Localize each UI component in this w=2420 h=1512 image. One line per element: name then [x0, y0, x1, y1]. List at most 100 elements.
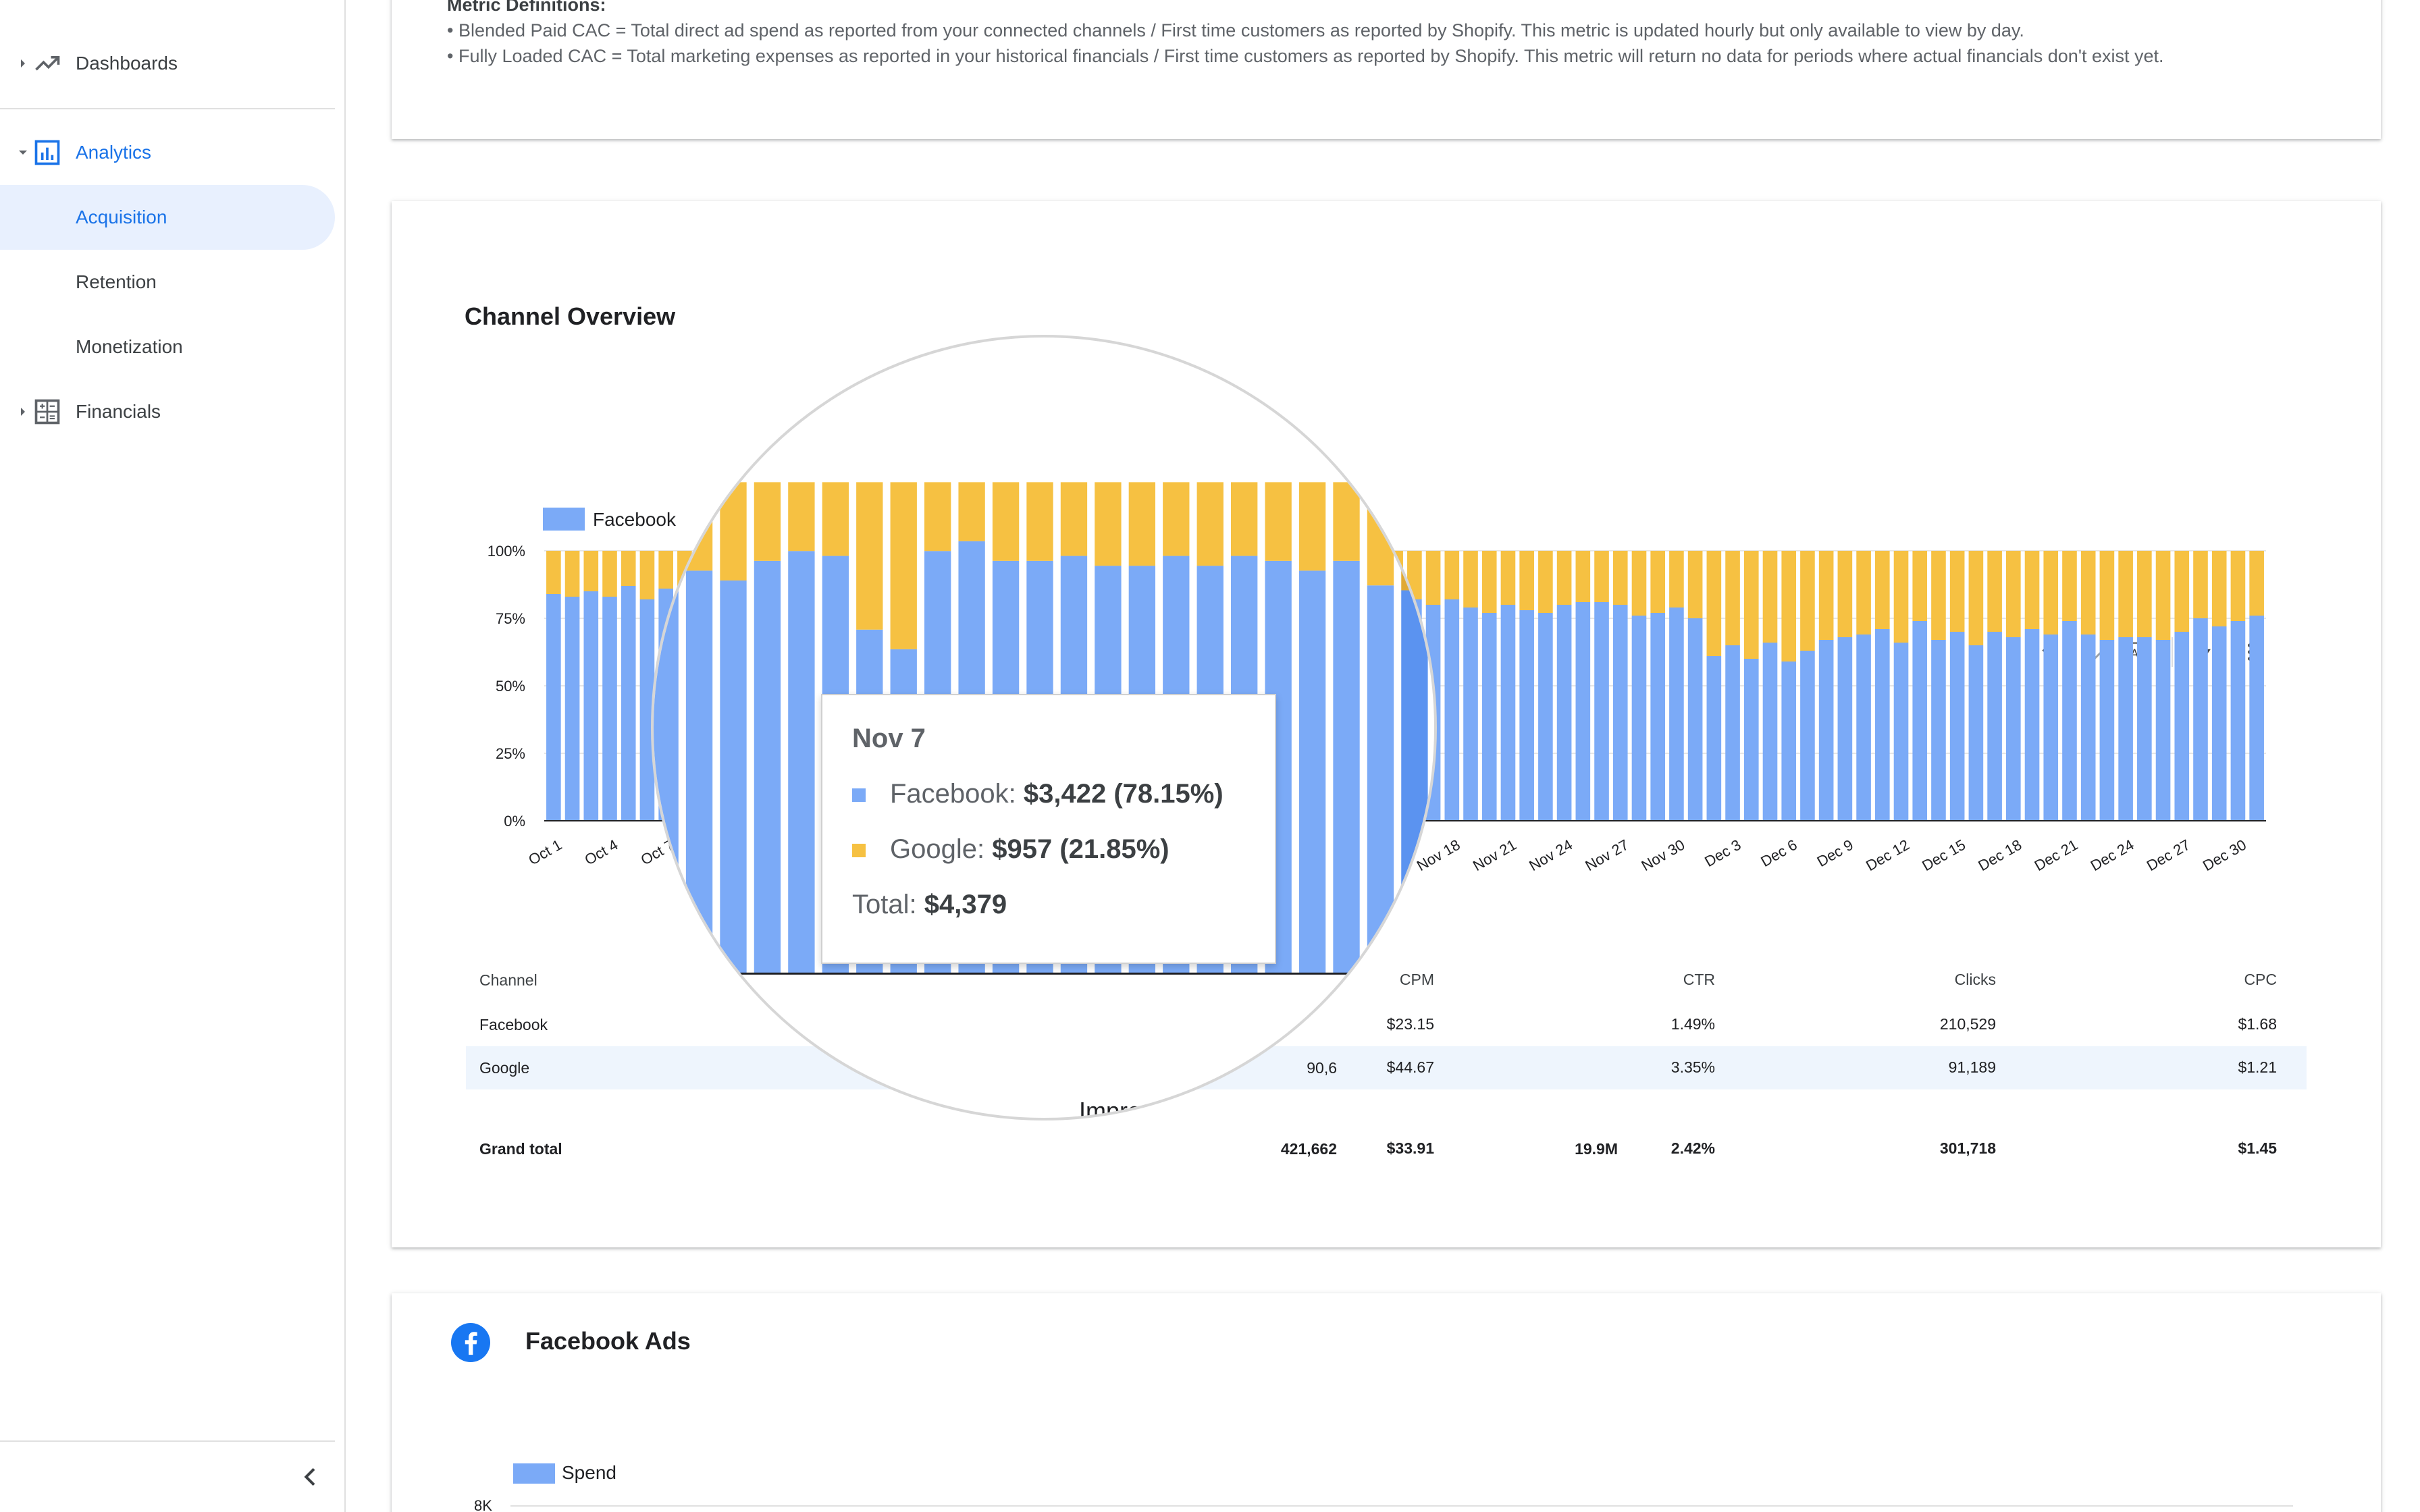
magnified-bar-google: [1026, 482, 1053, 561]
bar-google: [1538, 551, 1553, 613]
bar-google: [1500, 551, 1516, 605]
bar-facebook: [1706, 656, 1722, 821]
x-tick-label: Nov 18: [1414, 836, 1463, 875]
x-tick-label: Dec 6: [1758, 836, 1799, 870]
bar-google: [2230, 551, 2246, 621]
cell-cpc: $1.21: [2238, 1058, 2277, 1076]
bar-google: [1725, 551, 1740, 645]
cell-impressions: 90,6: [1307, 1059, 1337, 1077]
bar-google: [2062, 551, 2077, 621]
toolbar-separator: [2172, 637, 2173, 667]
cell-grand-total-label: Grand total: [479, 1140, 562, 1158]
bar-google: [621, 551, 636, 586]
bar-facebook: [1631, 616, 1647, 821]
legend-swatch-spend: [513, 1463, 555, 1484]
bar-google: [1949, 551, 1965, 632]
bar-google: [2249, 551, 2264, 616]
bar-facebook: [2211, 626, 2227, 821]
caret-right-icon[interactable]: [16, 405, 30, 418]
x-tick-label: Dec 21: [2032, 836, 2081, 875]
bar-facebook: [1818, 640, 1834, 821]
x-tick-label: Dec 15: [1919, 836, 1968, 875]
sidebar-item-retention[interactable]: Retention: [0, 250, 335, 315]
bar-facebook: [583, 591, 599, 821]
sidebar-item-dashboards[interactable]: Dashboards: [0, 31, 335, 96]
bar-facebook: [1612, 605, 1628, 821]
bar-facebook: [1481, 613, 1497, 821]
bar-facebook: [1762, 643, 1778, 821]
bar-facebook: [1725, 645, 1740, 821]
x-tick-label: Dec 30: [2200, 836, 2249, 875]
magnified-bar-google: [1333, 482, 1360, 561]
y-axis: 0% 25% 50% 75% 100%: [488, 543, 525, 830]
bar-google: [1463, 551, 1478, 608]
bar-google: [2155, 551, 2171, 640]
x-tick-label: Nov 30: [1639, 836, 1688, 875]
bar-facebook: [546, 594, 561, 821]
table-total-row: Grand total 421,662 19.9M $33.91 2.42%: [466, 1127, 2307, 1170]
y-tick-label: 0%: [504, 813, 525, 830]
sidebar-item-monetization[interactable]: Monetization: [0, 315, 335, 379]
facebook-ads-card: Facebook Ads Spend 8K: [392, 1293, 2381, 1512]
bar-google: [1931, 551, 1946, 640]
bar-facebook: [2155, 640, 2171, 821]
bar-google: [2211, 551, 2227, 626]
column-header-ctr[interactable]: CTR: [1683, 971, 1715, 988]
caret-down-icon[interactable]: [16, 146, 30, 159]
collapse-sidebar-icon[interactable]: [297, 1463, 324, 1490]
caret-right-icon[interactable]: [16, 57, 30, 70]
tooltip-row-google: Google: $957 (21.85%): [852, 834, 1169, 865]
magnified-bar-facebook: [1367, 585, 1394, 974]
table-row[interactable]: Google 90,6: [466, 1046, 2307, 1089]
divider: [0, 1440, 335, 1442]
bar-google: [1781, 551, 1797, 662]
cell-total-spend: 19.9M: [1575, 1140, 1618, 1158]
sidebar-item-analytics[interactable]: Analytics: [0, 120, 335, 185]
column-header-clicks[interactable]: Clicks: [1954, 971, 1996, 988]
bar-facebook: [2006, 637, 2021, 821]
bar-google: [1968, 551, 1984, 645]
sidebar-item-acquisition[interactable]: Acquisition: [0, 185, 335, 250]
bar-google: [1800, 551, 1815, 651]
bar-google: [1631, 551, 1647, 616]
bar-google: [1856, 551, 1871, 634]
cell-ctr: 3.35%: [1671, 1058, 1715, 1076]
bar-facebook: [1968, 645, 1984, 821]
bar-facebook: [2249, 616, 2264, 821]
definition-item: • Blended Paid CAC = Total direct ad spe…: [447, 20, 2024, 40]
tooltip-label: Facebook:: [890, 779, 1024, 809]
magnified-bar-google: [788, 482, 815, 551]
bar-chart-icon: [32, 138, 62, 167]
bar-facebook: [1463, 608, 1478, 821]
tooltip-label: Google:: [890, 834, 993, 864]
bar-facebook: [2024, 629, 2040, 821]
cell-cpm: $44.67: [1386, 1058, 1434, 1076]
bar-google: [2043, 551, 2059, 634]
magnified-bar-google: [822, 482, 849, 556]
column-header-channel[interactable]: Channel: [479, 971, 537, 989]
x-tick-label: Dec 24: [2088, 836, 2137, 875]
metric-definitions: Metric Definitions: • Blended Paid CAC =…: [447, 0, 2164, 69]
magnified-bar-google: [754, 482, 781, 561]
tooltip-swatch-google: [852, 844, 866, 858]
bar-google: [1612, 551, 1628, 605]
bar-google: [639, 551, 655, 599]
cell-channel: Facebook: [479, 1016, 548, 1033]
table-row[interactable]: Facebook: [466, 1003, 2307, 1046]
chart-tooltip: Nov 7 Facebook: $3,422 (78.15%) Google: …: [821, 694, 1276, 964]
tooltip-row-facebook: Facebook: $3,422 (78.15%): [852, 779, 1224, 809]
sidebar-item-financials[interactable]: Financials: [0, 379, 335, 444]
y-tick-label: 50%: [496, 678, 525, 695]
magnified-bar-google: [924, 482, 951, 551]
column-header-cpc[interactable]: CPC: [2244, 971, 2277, 988]
x-tick-label: Dec 3: [1702, 836, 1743, 870]
bar-facebook: [1650, 613, 1665, 821]
tooltip-row-total: Total: $4,379: [852, 890, 1007, 920]
column-header-cpm[interactable]: CPM: [1399, 971, 1434, 988]
x-tick-label: Nov 24: [1526, 836, 1575, 875]
bar-google: [2137, 551, 2152, 637]
bar-facebook: [1856, 634, 1871, 821]
magnified-bar-google: [890, 482, 917, 649]
legend-label-spend: Spend: [562, 1462, 616, 1483]
bar-facebook: [1519, 610, 1534, 821]
